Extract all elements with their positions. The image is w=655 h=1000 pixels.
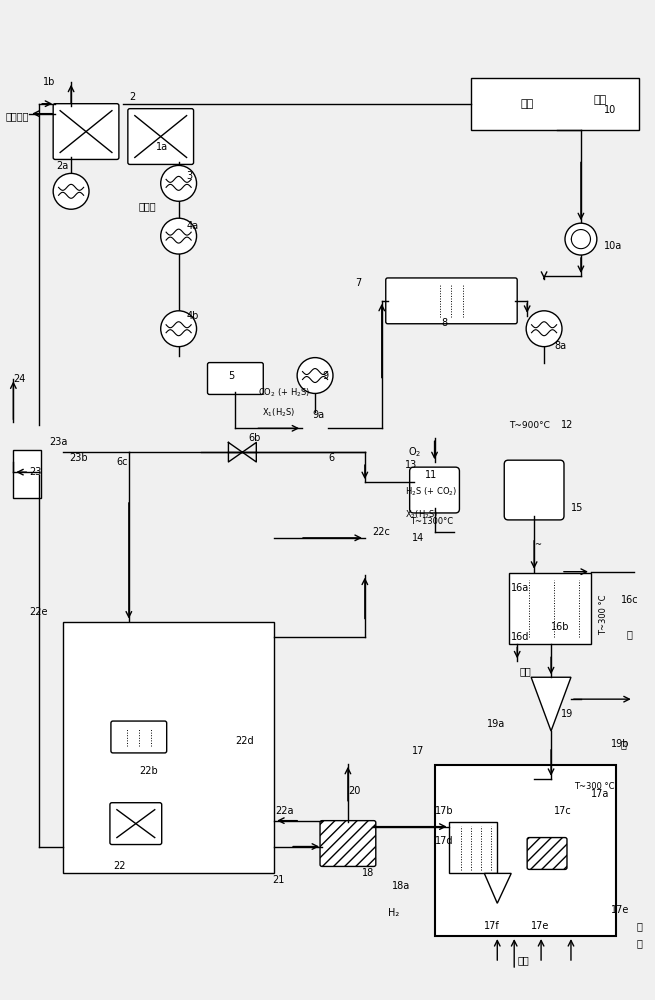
Text: 16b: 16b <box>551 622 570 632</box>
FancyBboxPatch shape <box>111 721 166 753</box>
FancyBboxPatch shape <box>504 460 564 520</box>
Text: 22: 22 <box>113 861 125 871</box>
Text: 18a: 18a <box>392 881 410 891</box>
Text: 17e: 17e <box>611 905 629 915</box>
Circle shape <box>160 218 196 254</box>
FancyBboxPatch shape <box>53 104 119 159</box>
Text: 20: 20 <box>348 786 360 796</box>
Text: 12: 12 <box>561 420 573 430</box>
Bar <box>509 573 591 644</box>
Text: 22d: 22d <box>235 736 254 746</box>
Text: 17a: 17a <box>591 789 609 799</box>
Text: CO$_2$ (+ H$_2$S): CO$_2$ (+ H$_2$S) <box>258 386 310 399</box>
Text: 2a: 2a <box>56 161 68 171</box>
Text: 23: 23 <box>29 467 42 477</box>
Text: 硫: 硫 <box>621 739 627 749</box>
Text: 22c: 22c <box>372 527 390 537</box>
Text: 1a: 1a <box>156 142 168 152</box>
Circle shape <box>297 358 333 393</box>
Text: 8a: 8a <box>554 341 566 351</box>
Polygon shape <box>531 677 571 731</box>
Text: 23b: 23b <box>69 453 88 463</box>
Text: 4b: 4b <box>187 311 199 321</box>
FancyBboxPatch shape <box>208 363 263 394</box>
Text: H₂: H₂ <box>388 908 399 918</box>
FancyBboxPatch shape <box>128 109 194 164</box>
Text: 19: 19 <box>561 709 573 719</box>
Text: 13: 13 <box>405 460 417 470</box>
Text: T~1300°C: T~1300°C <box>409 517 453 526</box>
Text: 22a: 22a <box>275 806 293 816</box>
Text: ~: ~ <box>534 540 541 549</box>
Text: 7: 7 <box>355 278 361 288</box>
Text: 6b: 6b <box>248 433 261 443</box>
Text: 17: 17 <box>411 746 424 756</box>
FancyBboxPatch shape <box>320 821 376 866</box>
Circle shape <box>526 311 562 347</box>
Bar <box>472 78 639 130</box>
Text: 14: 14 <box>411 533 424 543</box>
Text: 17b: 17b <box>434 806 453 816</box>
Text: 硫: 硫 <box>637 921 643 931</box>
Text: 1b: 1b <box>43 77 56 87</box>
Circle shape <box>160 165 196 201</box>
Text: 硫: 硫 <box>637 938 643 948</box>
Bar <box>63 622 274 873</box>
Text: 产品气体: 产品气体 <box>5 112 29 122</box>
Text: O$_2$: O$_2$ <box>407 445 421 459</box>
Text: 21: 21 <box>272 875 285 885</box>
Text: 5: 5 <box>229 371 234 381</box>
FancyBboxPatch shape <box>527 838 567 869</box>
Text: 天然气: 天然气 <box>139 201 157 211</box>
Circle shape <box>160 311 196 347</box>
Text: 溶剂: 溶剂 <box>521 99 534 109</box>
FancyBboxPatch shape <box>409 467 459 513</box>
Text: 10a: 10a <box>604 241 622 251</box>
Text: 9: 9 <box>322 371 328 381</box>
Text: 19b: 19b <box>611 739 629 749</box>
Text: 17c: 17c <box>554 806 572 816</box>
Text: X$_1$(H$_2$S): X$_1$(H$_2$S) <box>262 406 295 419</box>
Text: 22e: 22e <box>29 607 48 617</box>
Text: 蒸汽: 蒸汽 <box>519 666 531 676</box>
Bar <box>434 765 616 936</box>
Text: 16d: 16d <box>511 632 530 642</box>
FancyBboxPatch shape <box>386 278 517 324</box>
Text: 16a: 16a <box>511 583 529 593</box>
Text: 18: 18 <box>362 868 374 878</box>
Text: 3: 3 <box>187 171 193 181</box>
Text: 17d: 17d <box>434 836 453 846</box>
Bar <box>13 450 41 498</box>
Text: T~900°C: T~900°C <box>509 421 550 430</box>
Text: 6: 6 <box>328 453 334 463</box>
Text: 4a: 4a <box>187 221 198 231</box>
Polygon shape <box>484 873 511 903</box>
Text: 6c: 6c <box>116 457 128 467</box>
Circle shape <box>565 223 597 255</box>
Text: 22b: 22b <box>139 766 158 776</box>
Text: 9a: 9a <box>312 410 324 420</box>
Text: 15: 15 <box>571 503 584 513</box>
Bar <box>449 822 497 873</box>
Text: 17e: 17e <box>531 921 550 931</box>
Text: 2: 2 <box>129 92 135 102</box>
Text: H$_2$S (+ CO$_2$): H$_2$S (+ CO$_2$) <box>405 486 457 498</box>
Text: 蒸汽: 蒸汽 <box>517 955 529 965</box>
Text: T~300 °C: T~300 °C <box>574 782 614 791</box>
Text: 16c: 16c <box>621 595 639 605</box>
Text: 溶剂: 溶剂 <box>594 95 607 105</box>
Text: 17f: 17f <box>484 921 500 931</box>
Text: 硫: 硫 <box>627 629 633 639</box>
Circle shape <box>53 173 89 209</box>
Text: T~300 °C: T~300 °C <box>599 594 608 635</box>
Text: 11: 11 <box>424 470 437 480</box>
Text: 19a: 19a <box>487 719 506 729</box>
Text: 23a: 23a <box>49 437 67 447</box>
Text: 10: 10 <box>604 105 616 115</box>
Text: 24: 24 <box>13 374 26 384</box>
FancyBboxPatch shape <box>110 803 162 845</box>
Text: X$_2$(H$_2$S): X$_2$(H$_2$S) <box>405 509 438 521</box>
Text: 8: 8 <box>441 318 447 328</box>
